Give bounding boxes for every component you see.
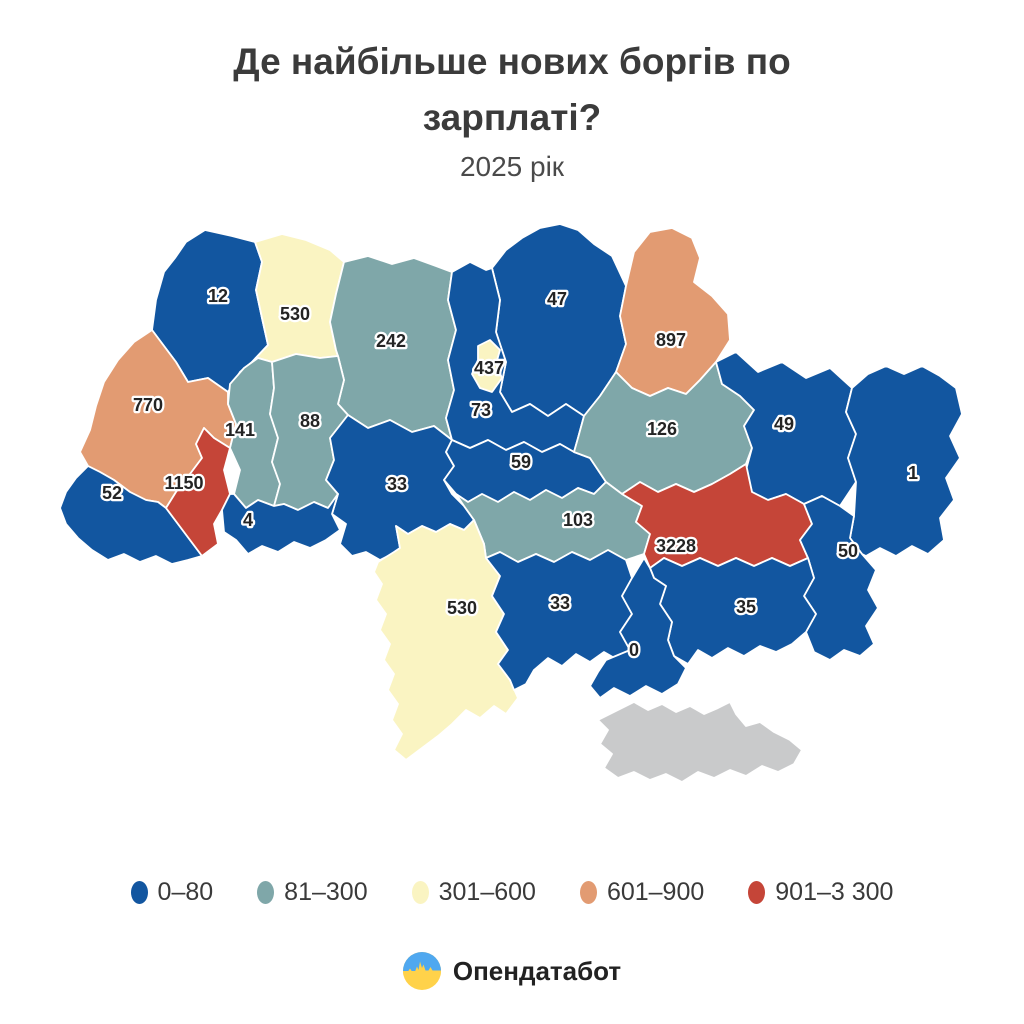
region-zaporizhzhia [649, 557, 817, 665]
region-value-odesa: 530 [447, 598, 477, 618]
brand-footer: Опендатабот [0, 952, 1024, 990]
legend-swatch-icon [579, 881, 597, 904]
page-subtitle: 2025 рік [459, 151, 565, 182]
region-value-kharkiv: 49 [774, 414, 794, 434]
region-kherson [589, 557, 687, 699]
legend-label: 0–80 [157, 878, 214, 906]
legend-item-2: 301–600 [411, 878, 536, 907]
region-value-vinnytsia: 33 [387, 474, 407, 494]
region-value-chernihiv: 47 [547, 289, 567, 309]
legend-swatch-icon [411, 881, 429, 904]
legend-label: 601–900 [606, 878, 705, 906]
region-value-ivano_frankivsk: 1150 [164, 473, 203, 493]
region-value-chernivtsi: 4 [243, 510, 253, 530]
legend-swatch-icon [748, 881, 766, 904]
opendatabot-logo-icon [402, 952, 441, 990]
region-value-volyn: 12 [208, 286, 228, 306]
legend-label: 301–600 [438, 878, 536, 906]
region-value-mykolaiv: 33 [550, 593, 570, 613]
region-odesa [373, 519, 519, 761]
region-crimea [597, 701, 803, 783]
region-value-kyiv: 73 [471, 400, 491, 420]
region-value-kherson: 0 [629, 640, 639, 660]
region-value-khmelnytskyi: 88 [300, 411, 320, 431]
region-value-zaporizhzhia: 35 [736, 597, 756, 617]
brand-name: Опендатабот [452, 955, 622, 986]
page-title: Де найбільше нових боргів по зарплаті? [233, 41, 791, 138]
region-value-poltava: 126 [647, 419, 677, 439]
region-value-dnipro: 3228 [656, 536, 696, 556]
legend: 0–80 81–300 301–600 601–900 901–3 300 [0, 878, 1024, 907]
region-value-lviv: 770 [133, 395, 163, 415]
legend-label: 901–3 300 [775, 878, 894, 906]
region-value-donetsk: 50 [838, 541, 858, 561]
region-value-sumy: 897 [656, 330, 686, 350]
region-value-ternopil: 141 [225, 420, 255, 440]
region-value-kirovohrad: 103 [563, 510, 593, 530]
region-mykolaiv [485, 549, 633, 691]
region-zakarpattia [59, 465, 203, 565]
region-ivano_frankivsk [165, 427, 231, 557]
legend-item-3: 601–900 [579, 878, 705, 907]
legend-label: 81–300 [284, 878, 368, 906]
legend-item-1: 81–300 [257, 878, 368, 907]
logo-skyline [402, 961, 441, 977]
region-value-cherkasy: 59 [511, 452, 531, 472]
legend-item-0: 0–80 [130, 878, 214, 907]
legend-item-4: 901–3 300 [748, 878, 893, 907]
legend-swatch-icon [130, 881, 148, 904]
region-value-zakarpattia: 52 [102, 483, 122, 503]
region-chernivtsi [221, 493, 341, 555]
region-value-zhytomyr: 242 [376, 331, 406, 351]
region-value-rivne: 530 [280, 304, 310, 324]
region-luhansk [845, 365, 963, 557]
logo-blue-half [402, 952, 441, 971]
legend-swatch-icon [257, 881, 275, 904]
region-value-kyiv_city: 437 [474, 358, 504, 378]
region-value-luhansk: 1 [908, 463, 918, 483]
header: Де найбільше нових боргів по зарплаті? 2… [0, 34, 1024, 183]
region-kyiv_city [471, 339, 503, 393]
